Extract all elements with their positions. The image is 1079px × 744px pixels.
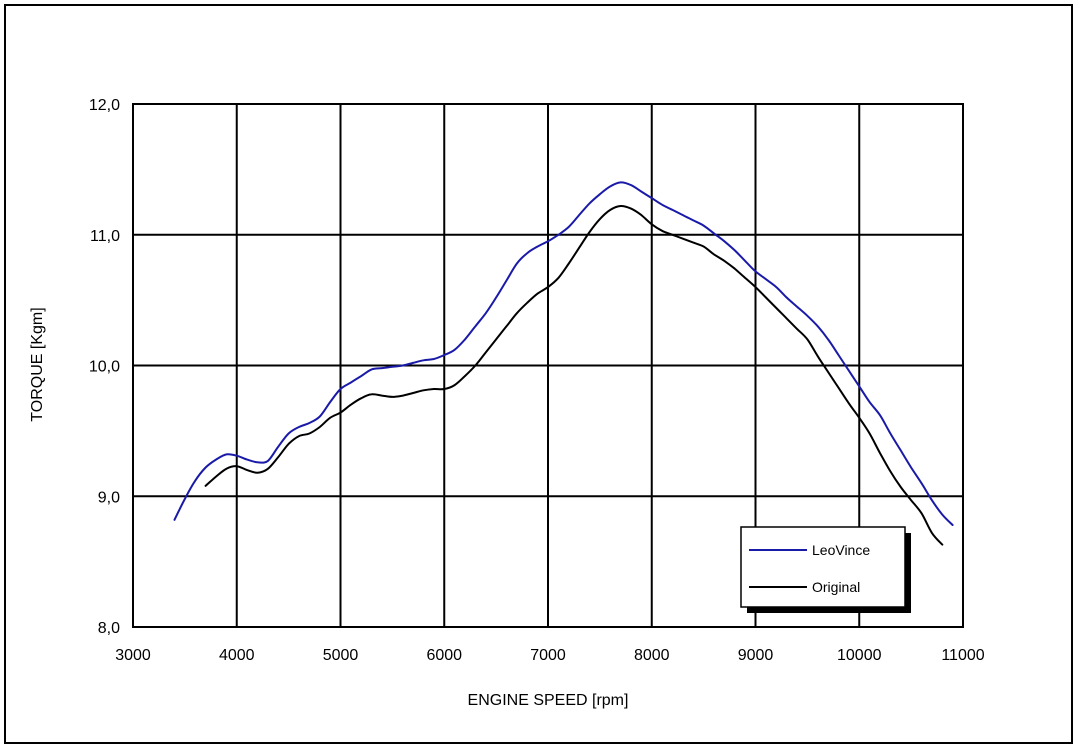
x-tick-label: 6000 bbox=[426, 647, 462, 664]
plot-area-border bbox=[132, 103, 964, 628]
legend-label-original: Original bbox=[812, 579, 860, 595]
y-tick-label: 9,0 bbox=[98, 489, 120, 506]
legend: LeoVince Original bbox=[740, 526, 911, 613]
x-axis-title: ENGINE SPEED [rpm] bbox=[468, 692, 629, 709]
x-tick-label: 7000 bbox=[530, 647, 566, 664]
y-tick-label: 11,0 bbox=[90, 228, 120, 245]
x-tick-label: 10000 bbox=[837, 647, 882, 664]
x-tick-label: 11000 bbox=[941, 647, 984, 664]
legend-box bbox=[740, 526, 906, 608]
x-tick-label: 4000 bbox=[219, 647, 255, 664]
x-tick-label: 8000 bbox=[634, 647, 670, 664]
y-axis-title: TORQUE [Kgm] bbox=[29, 307, 46, 421]
series-line-leovince bbox=[173, 181, 954, 526]
x-tick-label: 5000 bbox=[323, 647, 359, 664]
y-tick-label: 10,0 bbox=[89, 359, 120, 376]
series-layer bbox=[173, 181, 954, 546]
y-tick-labels: 8,0 9,0 10,0 11,0 12,0 bbox=[89, 97, 120, 637]
y-tick-label: 8,0 bbox=[98, 620, 120, 637]
series-line-original bbox=[204, 204, 944, 546]
x-tick-labels: 3000 4000 5000 6000 7000 8000 9000 10000 11000 bbox=[115, 647, 985, 664]
x-tick-label: 9000 bbox=[738, 647, 774, 664]
y-tick-label: 12,0 bbox=[89, 97, 120, 114]
x-tick-label: 3000 bbox=[115, 647, 151, 664]
legend-label-leovince: LeoVince bbox=[812, 542, 870, 558]
